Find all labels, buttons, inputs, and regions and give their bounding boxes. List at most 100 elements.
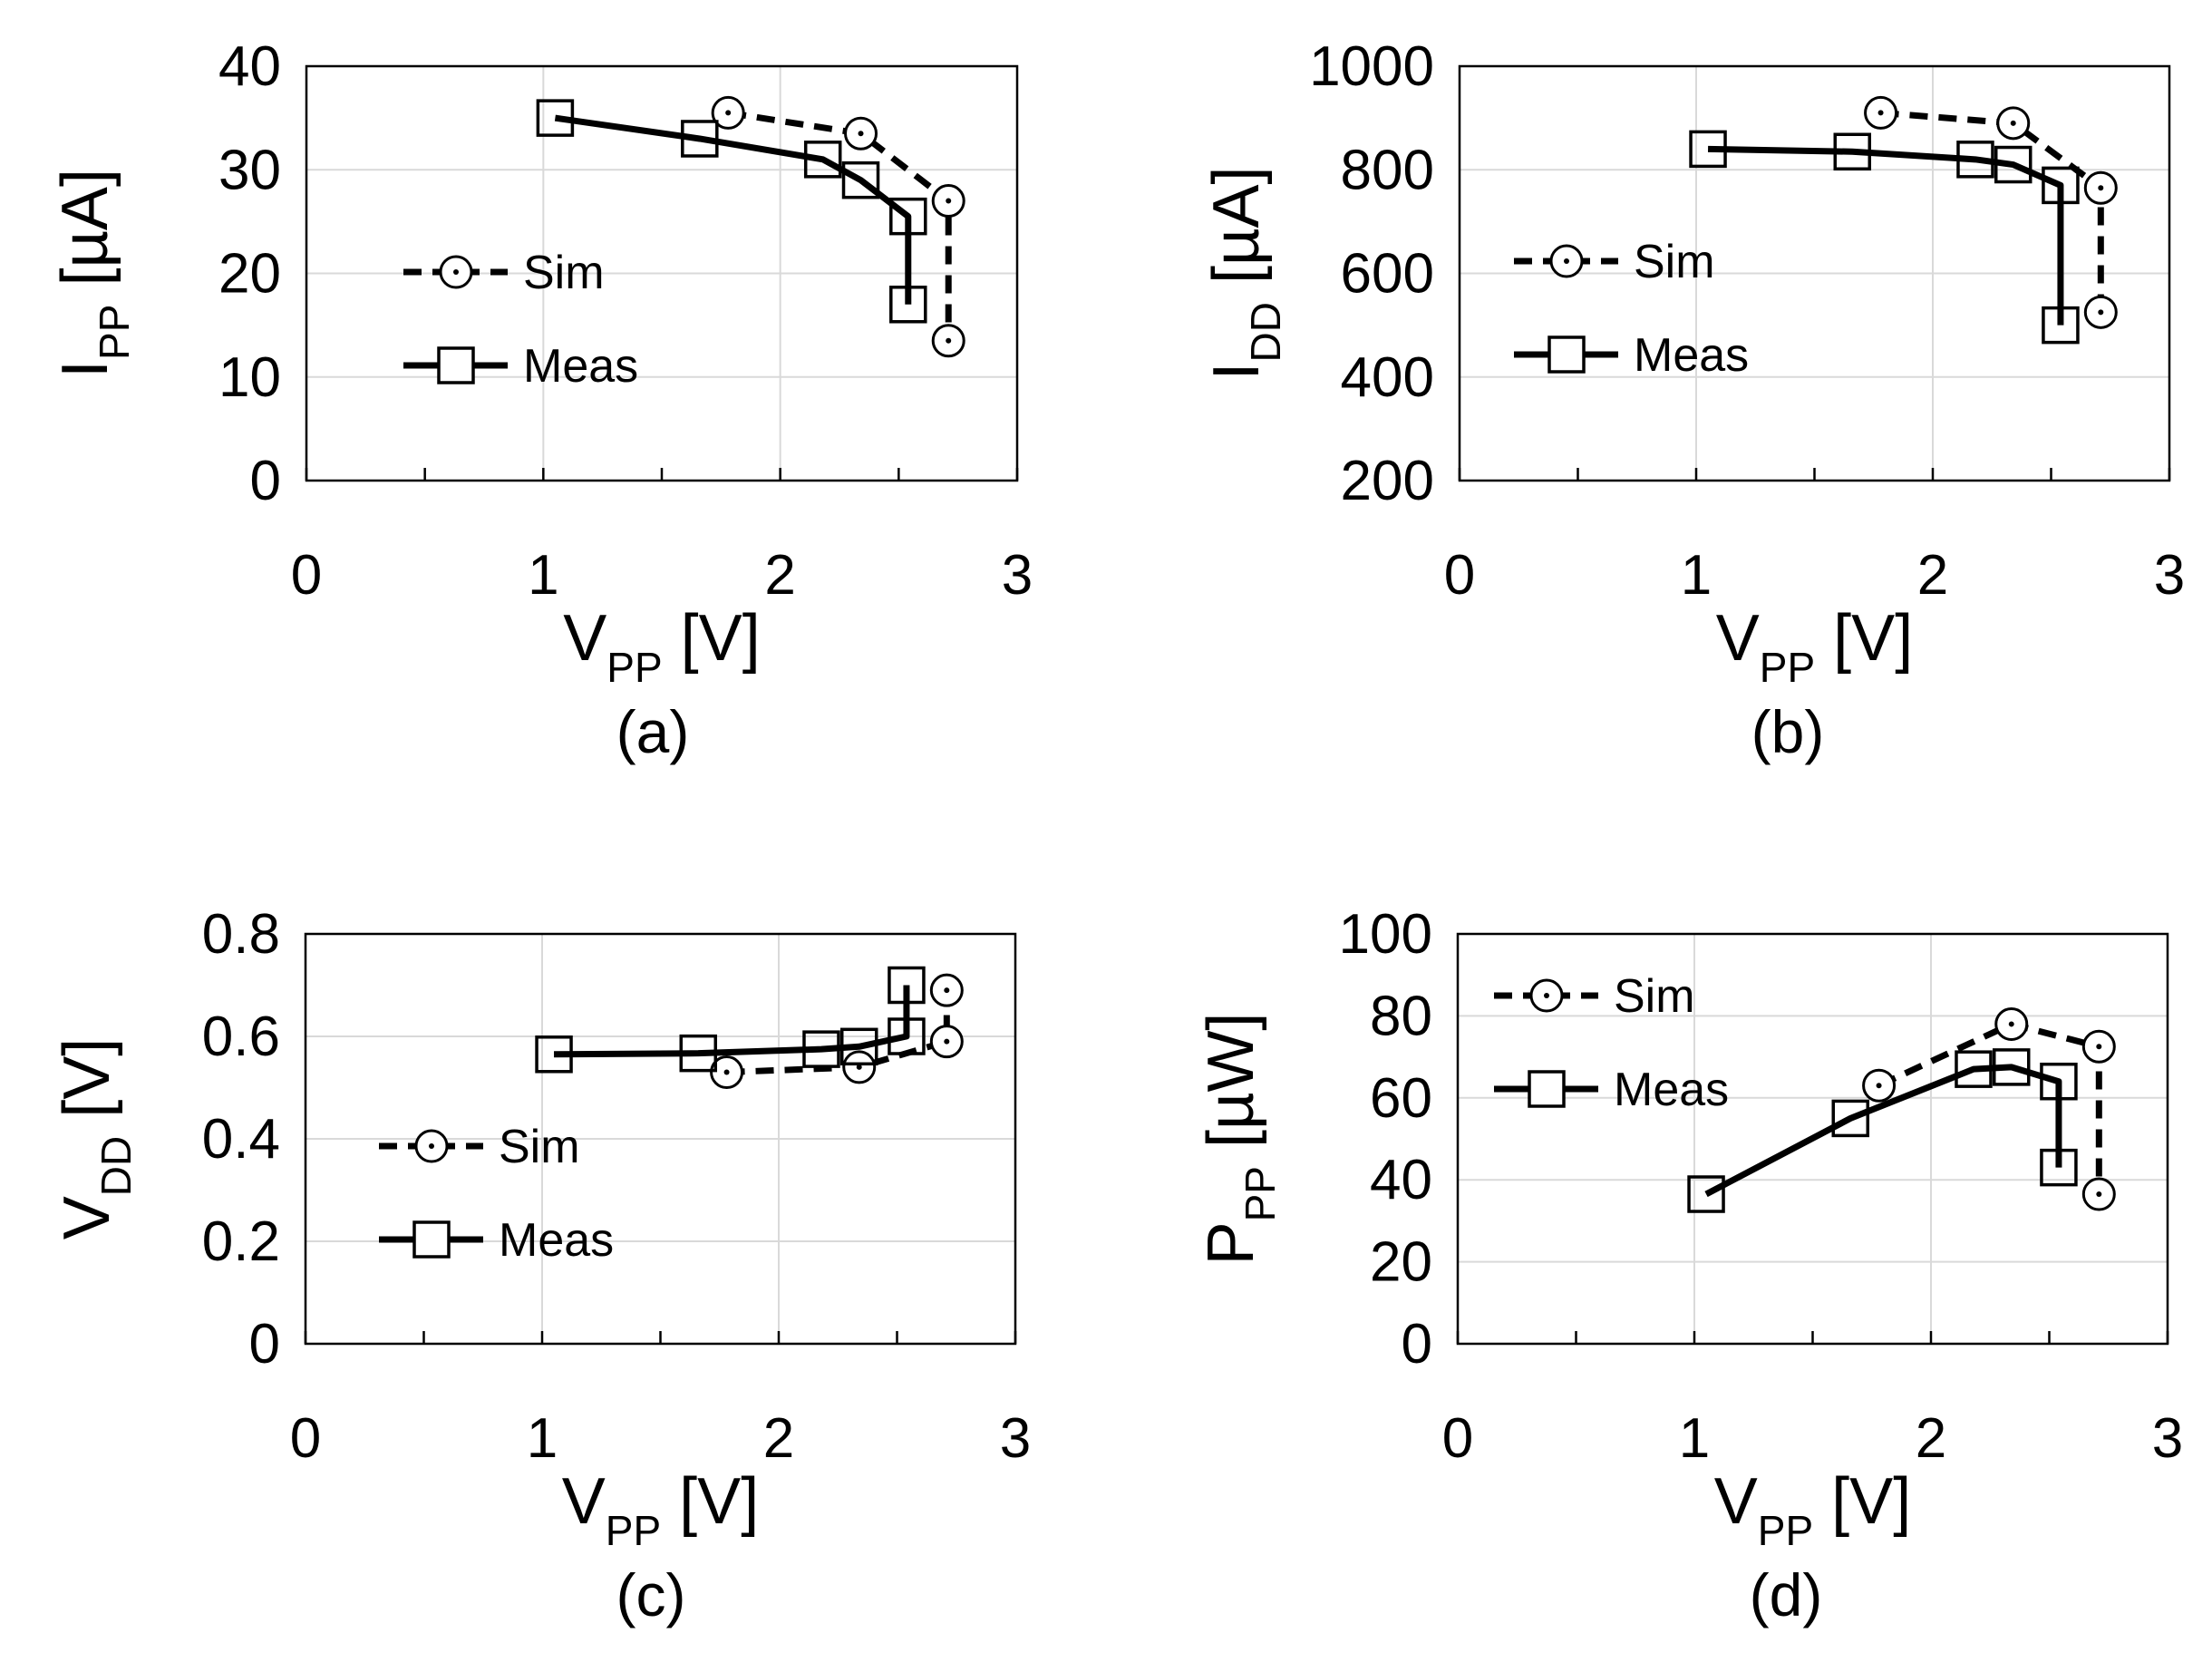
sim-marker-dot [2096,1191,2102,1198]
x-axis-label-sub: PP [1758,1507,1813,1554]
meas-marker [2040,1148,2078,1187]
y-axis-label-sub: DD [92,1136,140,1196]
meas-marker [1689,130,1727,169]
sim-marker-dot [944,1038,950,1045]
legend-marker-sim-dot [429,1143,434,1149]
sim-marker-dot [1877,110,1884,116]
y-axis-label-main: I [1200,362,1273,380]
legend-label-meas: Meas [1634,329,1749,382]
x-axis-label-sub: PP [1760,644,1815,691]
legend-marker-meas [1547,335,1586,374]
meas-marker [803,141,842,179]
y-tick-label: 10 [218,346,281,409]
y-axis-label-sub: PP [1237,1166,1284,1221]
sim-marker-dot [1876,1083,1882,1089]
y-axis-label-sub: PP [91,305,138,360]
legend-marker-meas [1528,1070,1566,1108]
meas-marker [1994,145,2033,184]
sim-marker-dot [723,1069,730,1075]
meas-marker [1831,1099,1870,1138]
x-tick-label: 0 [290,1407,321,1470]
x-axis-label-unit: [V] [1815,602,1913,675]
sim-marker-dot [944,987,950,994]
meas-marker [679,1034,718,1073]
series-line-sim [727,109,952,341]
y-tick-label: 20 [218,243,281,306]
legend: Sim Meas [379,1121,614,1267]
y-tick-label: 600 [1341,243,1434,306]
x-axis-label: VPP [V] [1716,602,1913,691]
legend-marker-meas [437,346,475,384]
legend: Sim Meas [403,247,638,393]
sim-marker-dot [2010,120,2016,126]
y-tick-label: 1000 [1309,35,1434,98]
meas-marker [839,1027,878,1066]
x-tick-label: 2 [763,1407,794,1470]
legend-label-meas: Meas [499,1214,614,1267]
meas-marker [1992,1048,2031,1086]
legend: Sim Meas [1494,970,1729,1116]
legend-marker-sim-dot [453,269,459,275]
meas-marker [889,197,927,236]
y-tick-label: 30 [218,139,281,201]
legend-marker-meas [412,1220,451,1259]
sim-marker-dot [856,1064,862,1070]
x-axis-label: VPP [V] [562,1465,759,1554]
y-tick-label: 400 [1341,346,1434,409]
y-tick-label: 0.2 [202,1210,280,1273]
meas-marker [681,120,719,158]
legend-label-sim: Sim [1634,236,1715,288]
x-tick-label: 1 [1679,1407,1710,1470]
x-tick-label: 3 [1000,1407,1031,1470]
y-tick-label: 40 [1370,1149,1432,1211]
x-tick-label: 0 [1444,544,1475,607]
x-tick-label: 1 [1681,544,1712,607]
meas-marker [841,160,880,199]
x-axis-label-main: V [563,602,606,675]
x-tick-label: 0 [291,544,322,607]
series-line-meas [1704,1064,2062,1198]
x-tick-label: 2 [1916,1407,1946,1470]
meas-marker [2042,306,2080,345]
meas-marker [1833,132,1872,171]
x-tick-label: 0 [1442,1407,1473,1470]
panel-caption: (d) [1750,1561,1823,1628]
legend-label-sim: Sim [1614,970,1695,1023]
y-tick-label: 0.4 [202,1108,280,1171]
x-tick-label: 1 [527,1407,558,1470]
meas-marker [535,1035,573,1074]
panel-caption: (c) [616,1561,686,1628]
sim-marker-dot [946,198,952,204]
sim-marker-dot [2098,309,2104,316]
series-line-sim [1877,1020,2102,1195]
x-axis-label-unit: [V] [1813,1465,1911,1538]
meas-marker [888,966,926,1005]
y-tick-label: 0 [1402,1313,1432,1376]
y-axis-label-sub: DD [1242,302,1289,362]
meas-marker [1956,141,1994,179]
series-line-meas [1707,145,2064,326]
y-axis-label: IDD [µA] [1200,167,1289,381]
meas-marker [2042,166,2080,205]
y-tick-label: 0.8 [202,903,280,966]
sim-marker-dot [2096,1044,2102,1050]
legend-label-sim: Sim [523,247,605,299]
y-axis-label: PPP [µW] [1195,1013,1284,1266]
x-axis-label-sub: PP [606,1507,661,1554]
panel-caption: (a) [616,698,690,765]
x-axis-label-main: V [562,1465,606,1538]
panel-caption: (b) [1751,698,1825,765]
y-tick-label: 20 [1370,1231,1432,1294]
x-tick-label: 3 [1002,544,1033,607]
y-tick-label: 40 [218,35,281,98]
y-tick-label: 0 [249,1313,280,1376]
meas-marker [888,1017,926,1055]
x-tick-label: 1 [528,544,558,607]
y-axis-label-main: P [1195,1221,1267,1265]
meas-marker [536,99,575,137]
legend-marker-sim-dot [1544,993,1549,998]
x-axis-label-sub: PP [606,644,662,691]
